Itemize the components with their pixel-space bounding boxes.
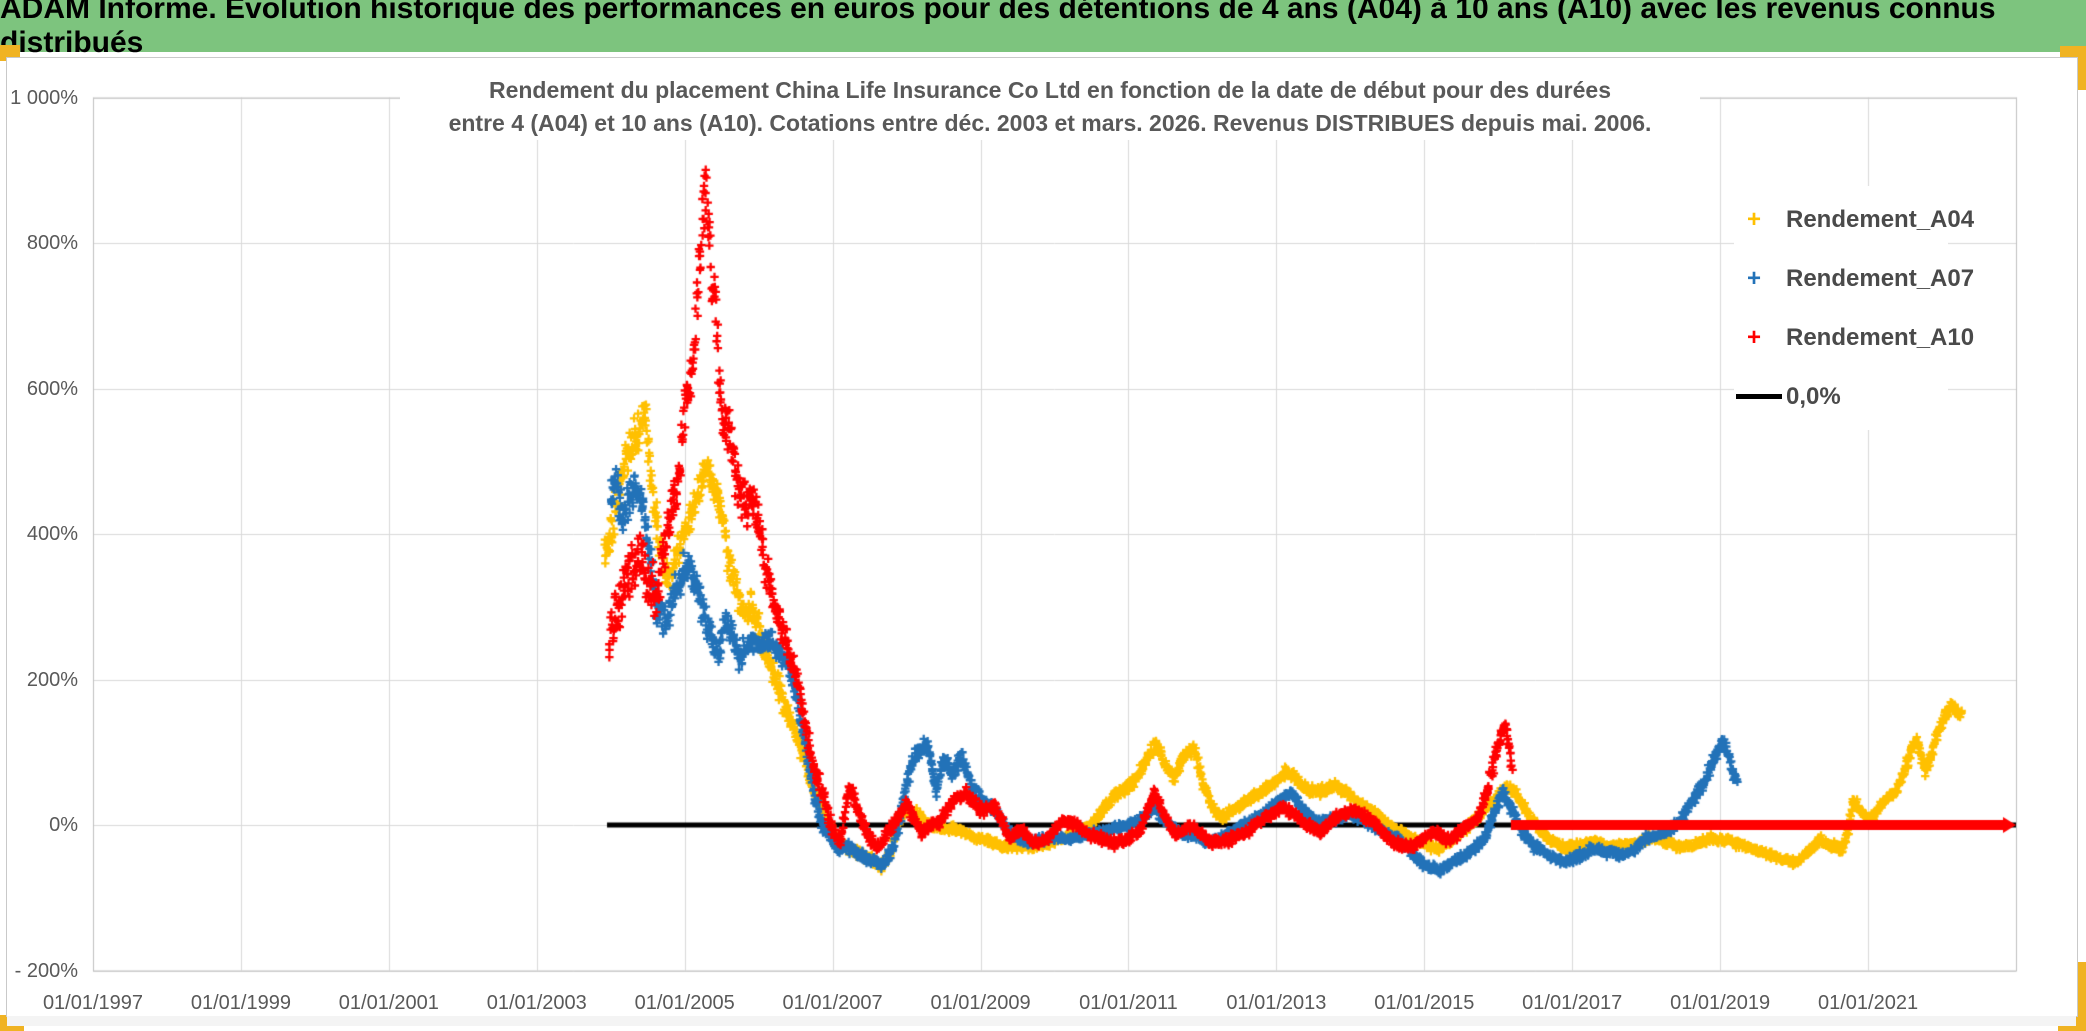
legend-plus-marker-icon: +	[1746, 264, 1761, 292]
legend-item: + Rendement_A04	[1734, 190, 1974, 249]
legend-label: Rendement_A10	[1786, 323, 1975, 351]
legend-item: 0,0%	[1734, 367, 1948, 426]
chart-title-line2: entre 4 (A04) et 10 ans (A10). Cotations…	[448, 110, 1652, 136]
legend-plus-marker-icon: +	[1746, 323, 1761, 351]
y-tick-label: 400%	[26, 523, 78, 545]
chart-title: Rendement du placement China Life Insura…	[400, 74, 1700, 140]
x-tick-label: 01/01/2017	[1522, 992, 1623, 1014]
x-tick-label: 01/01/2001	[338, 992, 439, 1014]
x-tick-label: 01/01/2011	[1079, 992, 1178, 1014]
x-tick-label: 01/01/2019	[1670, 992, 1771, 1014]
x-tick-label: 01/01/2009	[930, 992, 1031, 1014]
legend-zero-line-sample	[1736, 394, 1782, 399]
y-tick-label: 600%	[26, 377, 78, 400]
y-tick-label: - 200%	[14, 959, 78, 982]
legend-label: 0,0%	[1786, 382, 1841, 410]
legend-label: Rendement_A07	[1786, 264, 1975, 292]
x-tick-label: 01/01/2005	[634, 992, 735, 1014]
x-tick-label: 01/01/2015	[1374, 992, 1475, 1014]
chart-legend: + Rendement_A04 + Rendement_A07 + Rendement_A…	[1734, 186, 1974, 430]
x-tick-label: 01/01/2021	[1818, 992, 1919, 1014]
chart-title-line1: Rendement du placement China Life Insura…	[488, 77, 1612, 103]
legend-item: + Rendement_A10	[1734, 308, 1974, 367]
x-tick-label: 01/01/2007	[782, 992, 883, 1014]
y-tick-label: 0%	[49, 814, 78, 836]
y-tick-label: 200%	[26, 668, 78, 691]
x-tick-label: 01/01/1997	[42, 992, 144, 1014]
x-tick-label: 01/01/2003	[486, 992, 587, 1014]
y-tick-label: 800%	[26, 232, 78, 254]
x-tick-label: 01/01/1999	[190, 992, 291, 1014]
legend-item: + Rendement_A07	[1734, 249, 1974, 308]
legend-plus-marker-icon: +	[1746, 205, 1761, 233]
y-tick-label: 1 000%	[10, 86, 78, 109]
x-tick-label: 01/01/2013	[1226, 992, 1327, 1014]
legend-label: Rendement_A04	[1786, 205, 1975, 233]
